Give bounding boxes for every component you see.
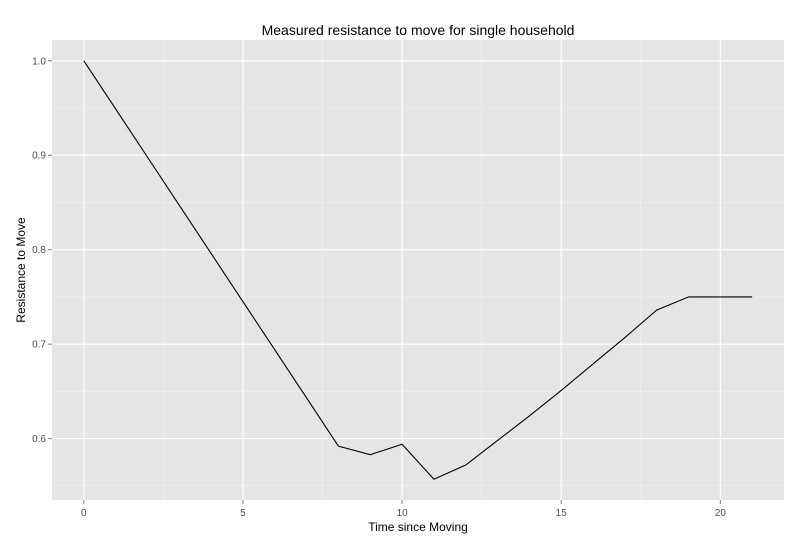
y-tick-label: 0.8 [32,245,46,256]
y-axis-title: Resistance to Move [14,217,28,323]
y-tick-label: 0.6 [32,434,46,445]
x-axis-ticks: 0 5 10 15 20 [81,500,726,519]
x-tick-label: 0 [81,508,87,519]
y-tick-label: 0.7 [32,340,46,351]
plot-panel [52,40,784,500]
y-tick-label: 1.0 [32,56,46,67]
x-tick-label: 10 [397,508,409,519]
x-tick-label: 5 [240,508,246,519]
minor-gridlines [52,40,784,500]
x-axis-title: Time since Moving [368,520,468,534]
major-gridlines [52,40,784,500]
x-tick-label: 15 [556,508,568,519]
y-axis-ticks: 0.6 0.7 0.8 0.9 1.0 [32,56,52,445]
y-tick-label: 0.9 [32,151,46,162]
series-line [83,60,753,480]
x-tick-label: 20 [715,508,727,519]
chart-title: Measured resistance to move for single h… [262,22,575,38]
